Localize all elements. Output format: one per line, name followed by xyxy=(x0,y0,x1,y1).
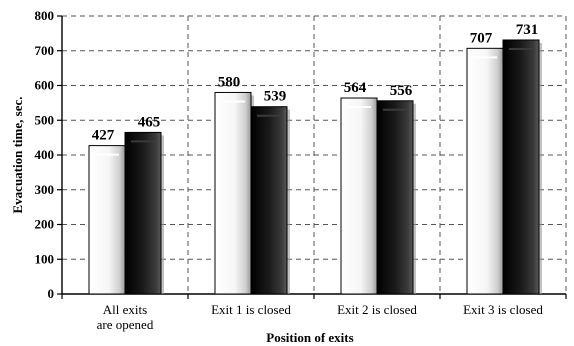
data-label: 564 xyxy=(344,80,367,96)
bar xyxy=(466,47,504,295)
x-tick-label: All exits xyxy=(103,302,147,317)
y-tick-label: 400 xyxy=(35,147,55,162)
data-label: 707 xyxy=(470,30,493,46)
data-label: 580 xyxy=(218,74,241,90)
y-tick-label: 0 xyxy=(48,286,55,301)
data-label: 427 xyxy=(92,128,115,144)
data-label: 539 xyxy=(264,89,287,105)
data-label: 731 xyxy=(516,22,539,38)
x-tick-label: Exit 2 is closed xyxy=(337,302,417,317)
y-tick-label: 200 xyxy=(35,217,55,232)
y-tick-label: 600 xyxy=(35,78,55,93)
labels: 0 100 200 300 400 500 600 700 800 427 465 All exits… xyxy=(35,8,544,332)
bar xyxy=(124,131,162,295)
bar xyxy=(88,145,126,295)
x-tick-label: are opened xyxy=(97,317,154,332)
data-label: 556 xyxy=(390,83,413,99)
x-tick-label: Exit 3 is closed xyxy=(463,302,543,317)
bar xyxy=(340,97,378,295)
y-tick-label: 700 xyxy=(35,43,55,58)
bars xyxy=(88,39,542,295)
x-tick-label: Exit 1 is closed xyxy=(211,302,291,317)
data-label: 465 xyxy=(138,114,161,130)
y-tick-label: 500 xyxy=(35,112,55,127)
bar xyxy=(376,100,414,295)
y-tick-label: 800 xyxy=(35,8,55,23)
y-tick-label: 100 xyxy=(35,251,55,266)
y-tick-label: 300 xyxy=(35,182,55,197)
bar xyxy=(214,91,252,295)
x-axis-label: Position of exits xyxy=(266,330,353,345)
y-axis-label: Evacuation time, sec. xyxy=(10,97,25,214)
bar xyxy=(250,106,288,295)
bar xyxy=(502,39,540,295)
